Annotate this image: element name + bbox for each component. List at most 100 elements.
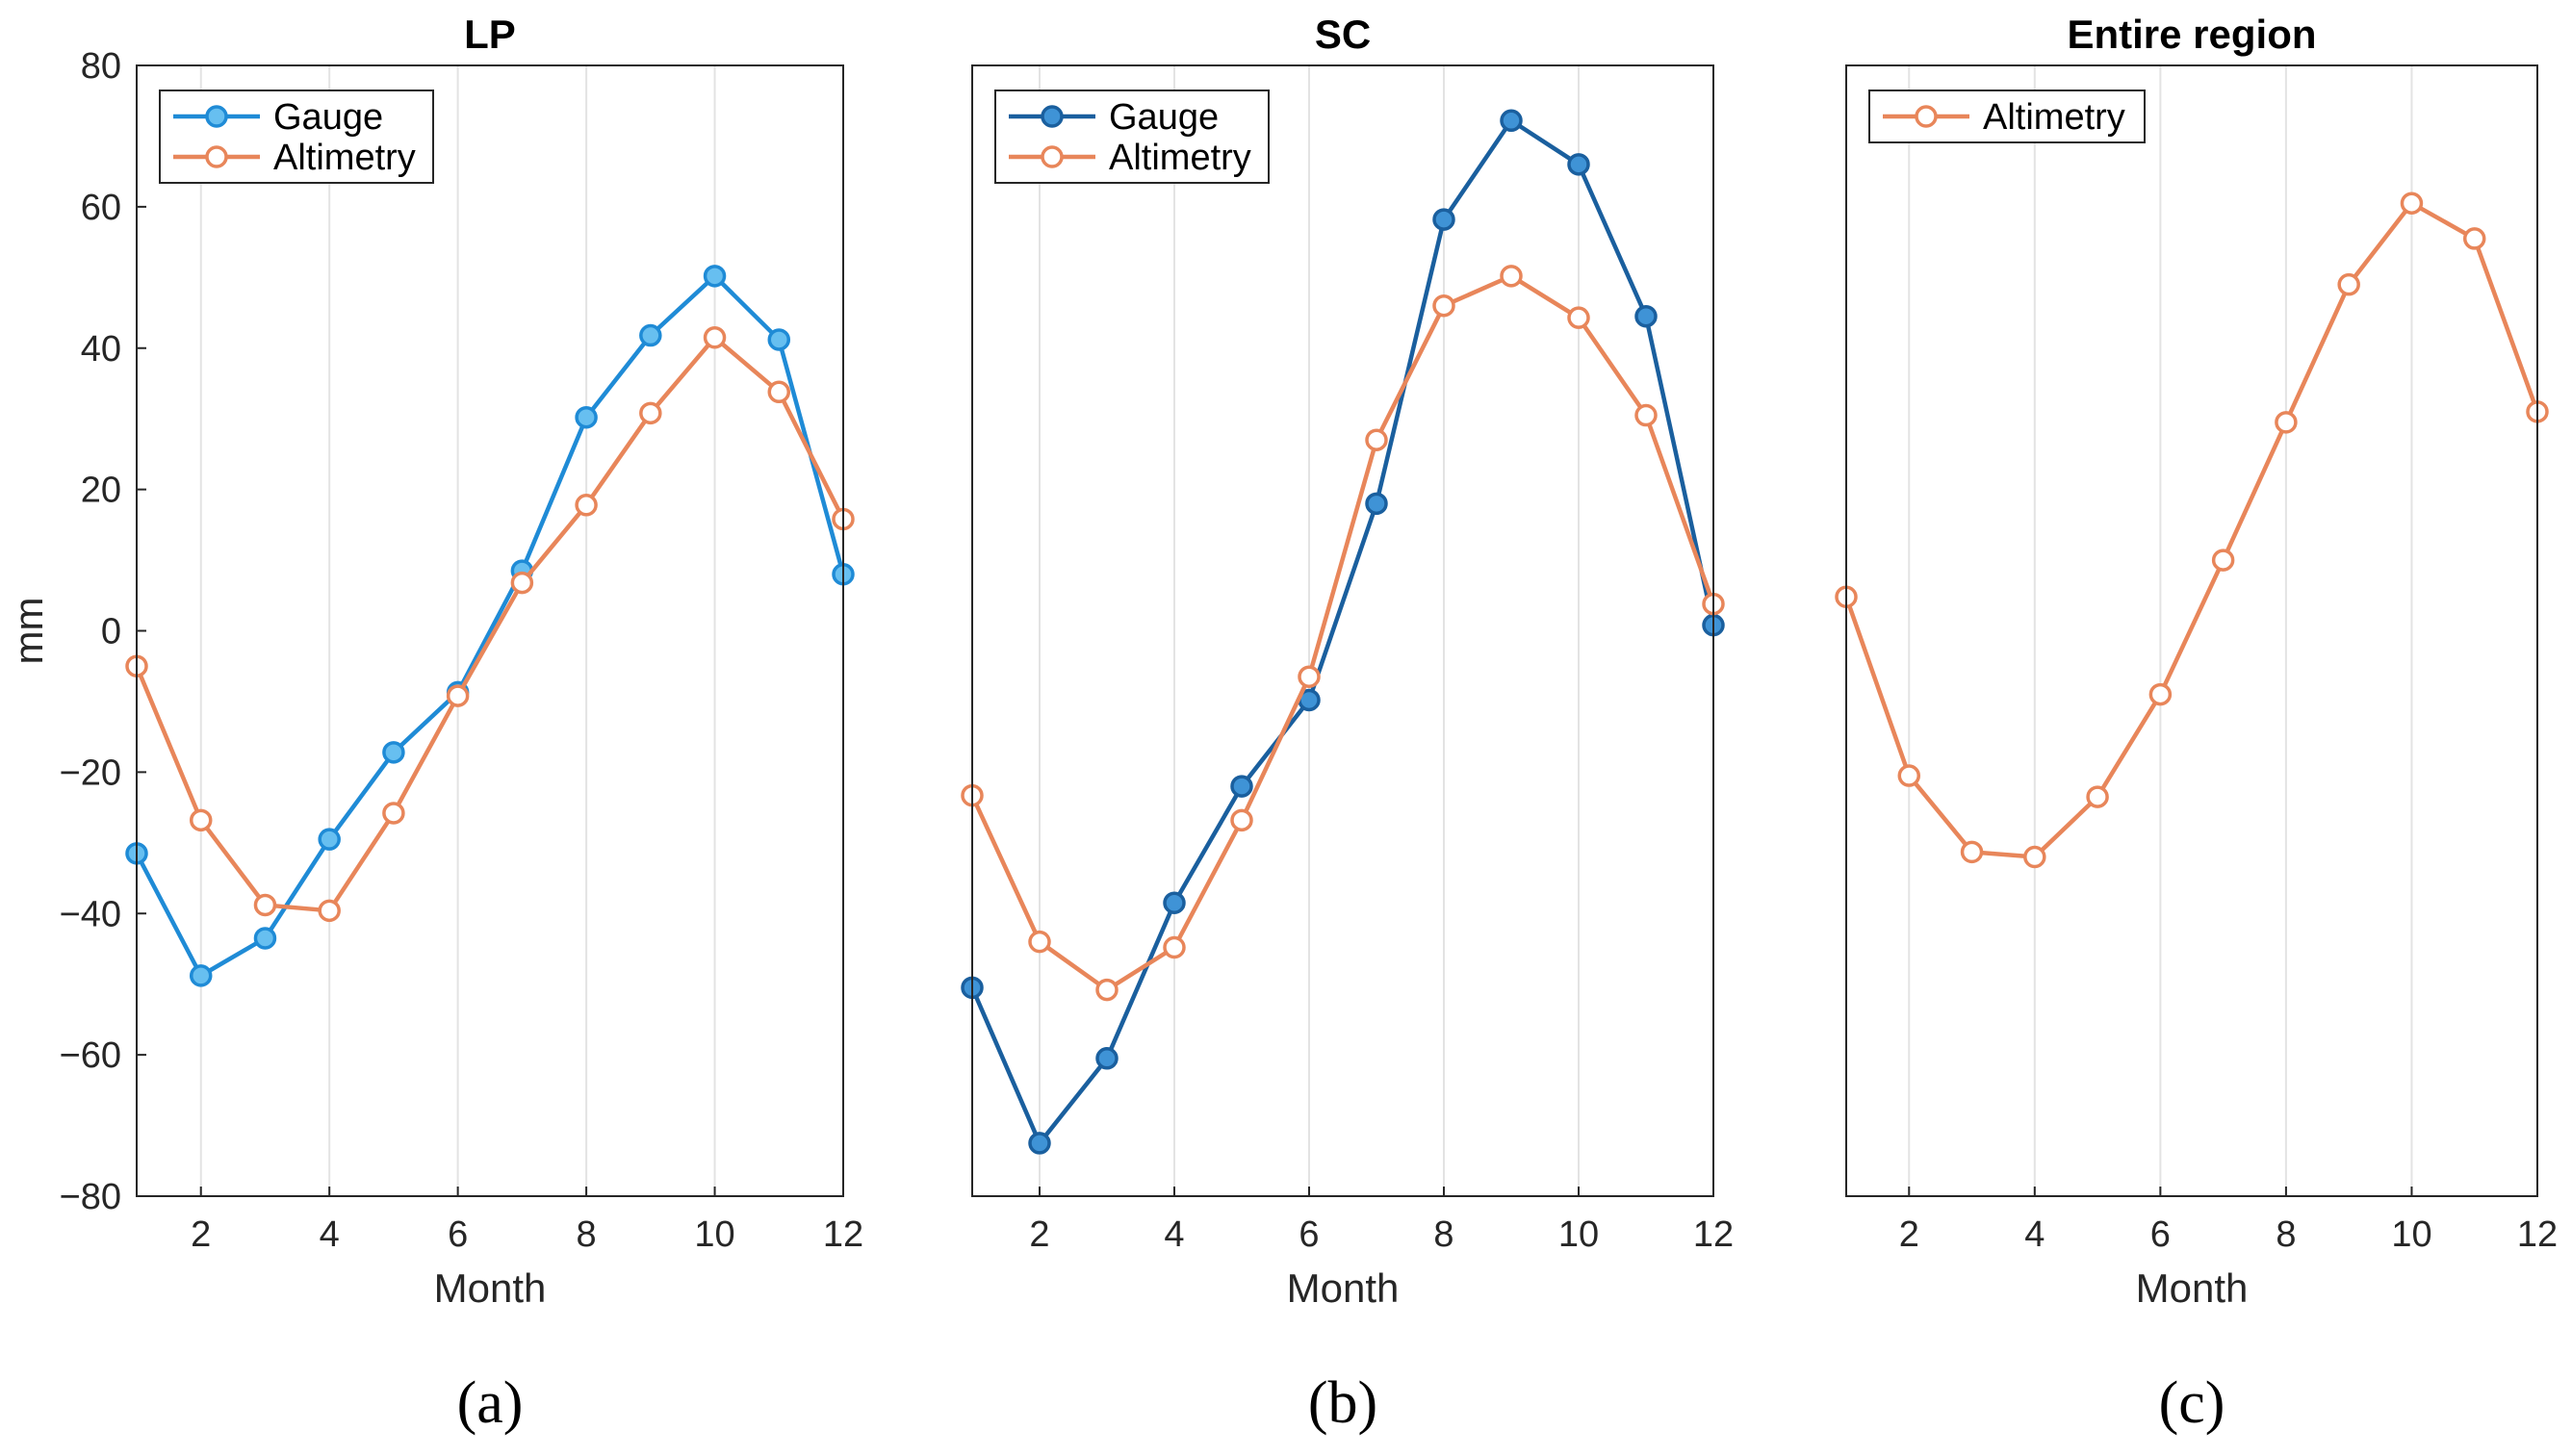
data-point-altimetry: [1163, 935, 1186, 959]
x-tick-label: 2: [1029, 1214, 1049, 1255]
data-point-gauge: [703, 265, 727, 288]
data-point-altimetry: [767, 380, 791, 404]
x-tick-label: 2: [1899, 1214, 1919, 1255]
y-tick-label: −20: [60, 753, 121, 793]
data-point-altimetry: [1500, 265, 1523, 288]
data-point-altimetry: [382, 802, 405, 825]
y-tick-label: 80: [81, 46, 121, 87]
axes-frame: [1845, 64, 2538, 1197]
data-point-gauge: [382, 741, 405, 764]
data-point-gauge: [189, 964, 213, 987]
series-line-altimetry: [969, 273, 1716, 992]
data-point-gauge: [767, 328, 791, 351]
data-point-gauge: [1163, 891, 1186, 914]
data-point-gauge: [575, 405, 598, 429]
x-tick-label: 6: [448, 1214, 468, 1255]
y-tick-label: −40: [60, 894, 121, 934]
x-tick-label: 10: [694, 1214, 734, 1255]
data-point-altimetry: [1028, 930, 1051, 954]
chart-title: SC: [1315, 12, 1371, 57]
data-point-altimetry: [253, 893, 277, 917]
data-point-altimetry: [1230, 808, 1253, 832]
data-point-altimetry: [510, 571, 534, 595]
chart-title: Entire region: [2067, 12, 2316, 57]
x-tick-label: 12: [823, 1214, 863, 1255]
data-point-altimetry: [1897, 764, 1921, 787]
x-tick-label: 10: [1558, 1214, 1599, 1255]
data-point-gauge: [318, 828, 341, 851]
axes-frame: [971, 64, 1714, 1197]
data-point-altimetry: [446, 684, 470, 707]
x-tick-label: 6: [2150, 1214, 2171, 1255]
panel-caption: (a): [457, 1370, 524, 1436]
series-line-altimetry: [1843, 200, 2540, 859]
x-tick-label: 8: [577, 1214, 597, 1255]
data-point-gauge: [1634, 304, 1658, 328]
x-axis-label: Month: [2136, 1265, 2249, 1311]
x-tick-label: 8: [1433, 1214, 1453, 1255]
legend-marker-gauge: [205, 105, 228, 128]
legend-marker-altimetry: [205, 145, 228, 168]
x-tick-label: 2: [191, 1214, 211, 1255]
series-line-altimetry: [134, 335, 846, 913]
data-point-altimetry: [1432, 294, 1455, 318]
legend-label-altimetry: Altimetry: [273, 138, 416, 178]
legend-label-altimetry: Altimetry: [1109, 138, 1251, 178]
data-point-altimetry: [1960, 840, 1984, 864]
legend-marker-altimetry: [1041, 145, 1064, 168]
x-tick-label: 10: [2391, 1214, 2431, 1255]
legend-marker-gauge: [1041, 105, 1064, 128]
data-point-altimetry: [2086, 785, 2109, 808]
data-point-altimetry: [318, 899, 341, 923]
data-point-altimetry: [2275, 411, 2298, 434]
panel-caption: (c): [2159, 1370, 2225, 1436]
data-point-gauge: [1567, 153, 1590, 176]
data-point-altimetry: [2462, 227, 2486, 250]
x-tick-label: 4: [1164, 1214, 1184, 1255]
data-point-altimetry: [1634, 403, 1658, 427]
x-tick-label: 8: [2276, 1214, 2296, 1255]
y-tick-label: −60: [60, 1035, 121, 1076]
data-point-altimetry: [2400, 192, 2424, 215]
data-point-altimetry: [1095, 978, 1119, 1002]
x-tick-label: 4: [2024, 1214, 2045, 1255]
x-axis-label: Month: [434, 1265, 547, 1311]
y-tick-label: 40: [81, 329, 121, 370]
series-line-gauge: [969, 118, 1716, 1146]
y-tick-label: 60: [81, 188, 121, 228]
data-point-altimetry: [2337, 272, 2360, 296]
y-axis-label: mm: [6, 598, 51, 665]
legend: Altimetry: [1868, 89, 2146, 143]
x-tick-label: 12: [2517, 1214, 2558, 1255]
legend-label-altimetry: Altimetry: [1983, 97, 2125, 138]
data-point-altimetry: [639, 401, 662, 425]
panel-3: 2 4 6 8 10 12 Entire region Month Altimetry (c): [1835, 12, 2558, 1436]
legend-label-gauge: Gauge: [273, 97, 383, 138]
plot-area: [972, 65, 1713, 1196]
data-point-altimetry: [2023, 845, 2046, 869]
chart-title: LP: [464, 12, 516, 57]
y-tick-label: −80: [60, 1177, 121, 1217]
x-axis-label: Month: [1287, 1265, 1400, 1311]
data-point-altimetry: [1567, 306, 1590, 329]
legend-box: [159, 89, 434, 184]
data-point-gauge: [1500, 109, 1523, 133]
data-point-altimetry: [189, 808, 213, 832]
legend-marker-altimetry: [1915, 105, 1938, 128]
x-tick-label: 6: [1299, 1214, 1319, 1255]
data-point-altimetry: [703, 325, 727, 349]
data-point-gauge: [1365, 492, 1388, 516]
data-point-gauge: [1432, 208, 1455, 231]
panel-caption: (b): [1308, 1370, 1377, 1436]
x-tick-label: 12: [1693, 1214, 1734, 1255]
panel-1: 2 4 6 8 10 12 80 60 40 20 0 −20 −40 −60 −80 LP Month mm Ga…: [6, 12, 863, 1436]
y-tick-label: 20: [81, 471, 121, 511]
x-tick-label: 4: [320, 1214, 340, 1255]
data-point-altimetry: [1365, 428, 1388, 451]
legend-box: [994, 89, 1270, 184]
data-point-gauge: [253, 927, 277, 950]
data-point-altimetry: [1298, 665, 1321, 688]
data-point-gauge: [1230, 775, 1253, 798]
